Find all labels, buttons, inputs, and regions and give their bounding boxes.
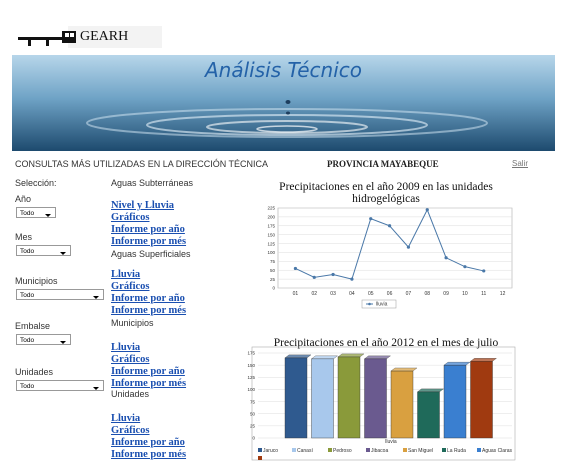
legend-swatch	[368, 303, 371, 306]
y-tick-label: 0	[272, 286, 275, 291]
legend-label: Jibacoa	[371, 448, 388, 454]
y-tick-label: 175	[267, 223, 275, 228]
legend-label: Pedroso	[333, 448, 352, 454]
legend-swatch	[442, 448, 446, 452]
bar	[418, 392, 440, 438]
legend-swatch	[477, 448, 481, 452]
legend-label: Aguas Claras	[482, 448, 513, 454]
y-tick-label: 0	[252, 436, 255, 441]
bar-top	[365, 356, 391, 359]
legend-label: La Ruda	[447, 448, 466, 454]
data-point	[294, 267, 297, 270]
legend-label: Jaruco	[263, 448, 278, 454]
x-tick-label: 05	[368, 291, 374, 297]
bar-top	[391, 368, 417, 371]
bar-top	[285, 355, 311, 358]
data-point	[482, 269, 485, 272]
legend-swatch	[292, 448, 296, 452]
bar-top	[338, 354, 364, 357]
y-tick-label: 125	[267, 241, 275, 246]
data-point	[407, 246, 410, 249]
data-point	[369, 217, 372, 220]
x-tick-label: 10	[462, 291, 468, 297]
x-tick-label: 03	[330, 291, 336, 297]
legend-label: lluvia	[376, 302, 388, 308]
x-tick-label: 12	[500, 291, 506, 297]
bar	[312, 359, 334, 438]
legend-label: Canasí	[297, 448, 313, 454]
x-tick-label: 04	[349, 291, 355, 297]
x-tick-label: 08	[424, 291, 430, 297]
legend-swatch	[403, 448, 407, 452]
x-tick-label: lluvia	[385, 439, 397, 445]
bar-top	[312, 356, 338, 359]
bar	[338, 357, 360, 438]
data-point	[426, 208, 429, 211]
plot-frame	[278, 208, 512, 288]
legend-swatch	[328, 448, 332, 452]
bar	[471, 361, 493, 438]
data-point	[463, 265, 466, 268]
y-tick-label: 75	[270, 259, 276, 264]
x-tick-label: 11	[481, 291, 486, 297]
bar	[391, 371, 413, 438]
data-point	[350, 278, 353, 281]
data-point	[331, 273, 334, 276]
legend-swatch	[366, 448, 370, 452]
legend-swatch	[258, 456, 262, 460]
data-point	[388, 224, 391, 227]
y-tick-label: 75	[250, 399, 256, 404]
x-tick-label: 02	[311, 291, 317, 297]
y-tick-label: 200	[267, 215, 275, 220]
y-tick-label: 225	[267, 206, 275, 211]
bar	[365, 359, 387, 438]
y-tick-label: 25	[270, 277, 276, 282]
y-tick-label: 50	[270, 268, 276, 273]
legend-swatch	[258, 448, 262, 452]
x-tick-label: 09	[443, 291, 449, 297]
y-tick-label: 150	[267, 232, 275, 237]
bar	[285, 358, 307, 438]
y-tick-label: 50	[250, 411, 256, 416]
y-tick-label: 125	[247, 375, 255, 380]
legend-label: San Miguel	[408, 448, 433, 454]
data-point	[444, 256, 447, 259]
y-tick-label: 25	[250, 424, 256, 429]
x-tick-label: 01	[293, 291, 299, 297]
charts: 0255075100125150175200225010203040506070…	[0, 0, 567, 461]
page: {"header": {"logo": "GEARH", "banner": "…	[0, 0, 567, 461]
bar-top	[418, 389, 444, 392]
y-tick-label: 100	[267, 250, 275, 255]
y-tick-label: 100	[247, 387, 255, 392]
y-tick-label: 175	[247, 351, 255, 356]
y-tick-label: 150	[247, 363, 255, 368]
x-tick-label: 06	[387, 291, 393, 297]
data-point	[313, 276, 316, 279]
x-tick-label: 07	[406, 291, 412, 297]
bar-top	[444, 362, 470, 365]
bar-top	[471, 358, 497, 361]
bar	[444, 365, 466, 438]
